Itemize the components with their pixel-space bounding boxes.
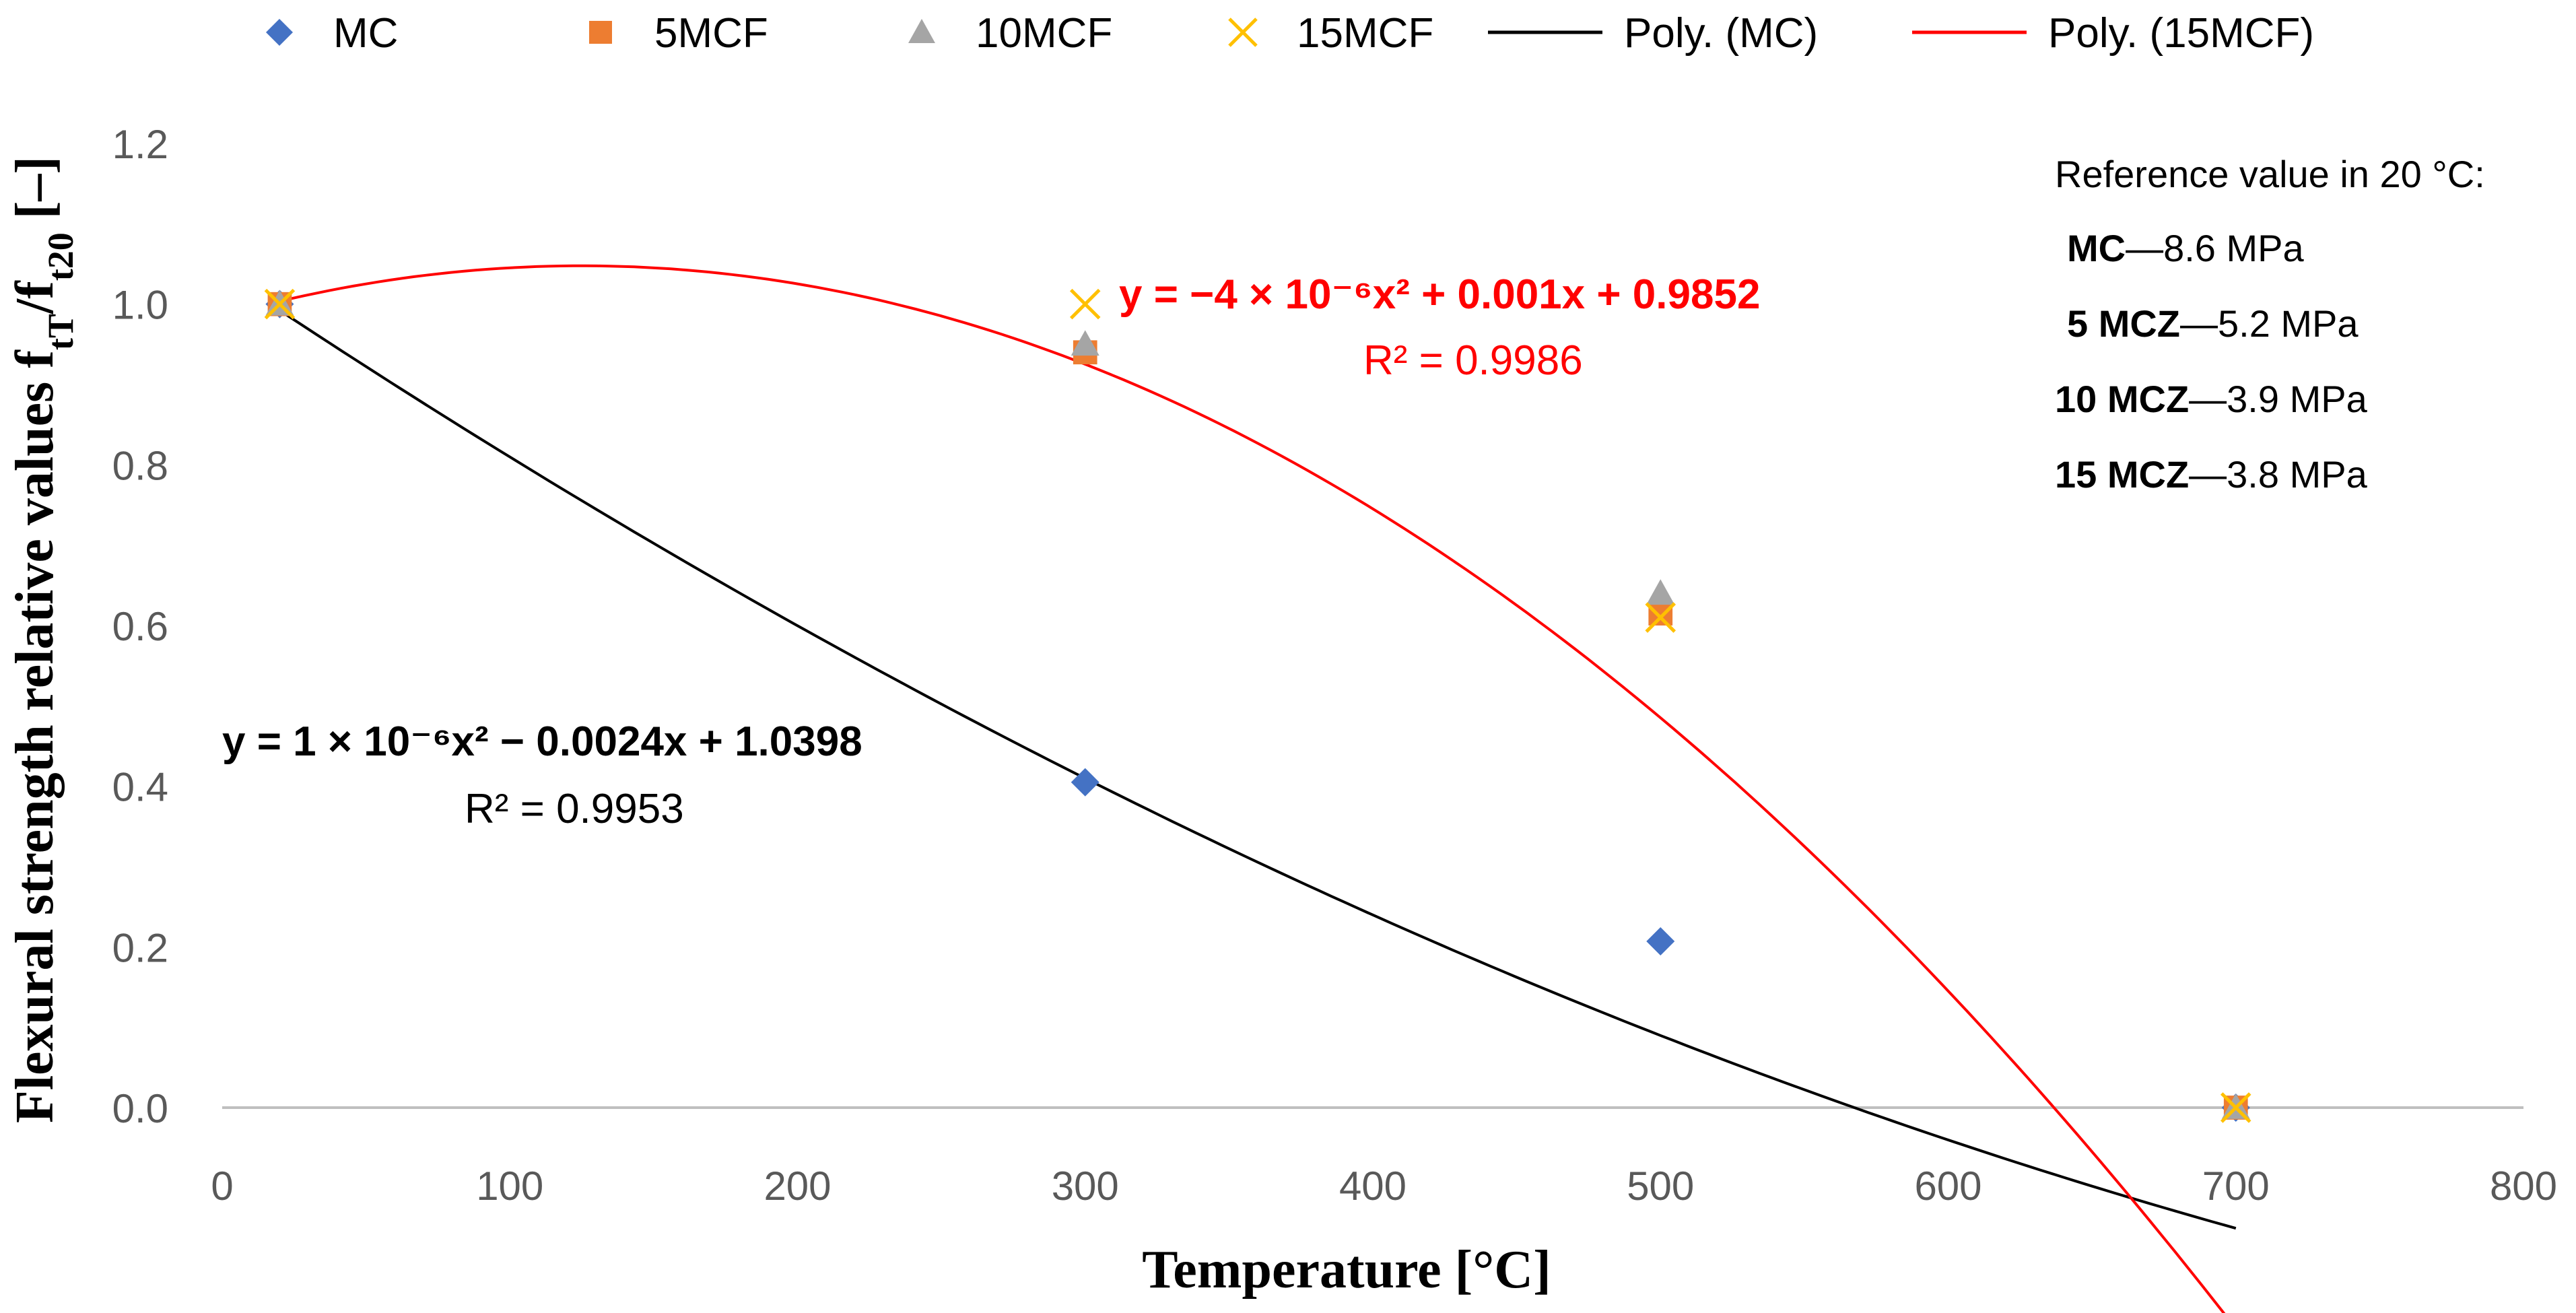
reference-label-5mcz: 5 MCZ <box>2067 302 2180 345</box>
marker-mc <box>1646 927 1675 955</box>
legend-label-poly-mc: Poly. (MC) <box>1624 10 1818 57</box>
y-tick-label: 0.0 <box>112 1086 168 1131</box>
y-tick-label: 0.2 <box>112 925 168 970</box>
legend-item-10mcf: 10MCF <box>908 10 1112 57</box>
reference-heading: Reference value in 20 °C: <box>2055 153 2485 195</box>
x-tick-label: 100 <box>476 1164 543 1209</box>
marker-10mcf <box>1646 579 1675 605</box>
reference-row-10mcz: 10 MCZ—3.9 MPa <box>2055 378 2368 420</box>
legend-label-10mcf: 10MCF <box>976 10 1112 57</box>
x-tick-label: 700 <box>2202 1164 2270 1209</box>
trendline-poly-mc <box>279 309 2237 1230</box>
y-tick-label: 1.0 <box>112 283 168 328</box>
reference-row-mc: MC—8.6 MPa <box>2067 227 2305 269</box>
trendlines <box>279 264 2237 1313</box>
legend-item-poly-15mcf: Poly. (15MCF) <box>1912 10 2314 57</box>
legend-item-mc: MC <box>266 10 398 57</box>
legend-label-poly-15mcf: Poly. (15MCF) <box>2048 10 2314 57</box>
mc-trend-equation: y = 1 × 10⁻⁶x² − 0.0024x + 1.0398 <box>222 718 862 765</box>
marker-5mcf <box>1648 601 1673 626</box>
y-tick-label: 0.4 <box>112 765 168 810</box>
y-tick-label: 1.2 <box>112 122 168 167</box>
y-tick-labels: 0.0 0.2 0.4 0.6 0.8 1.0 1.2 <box>112 122 168 1131</box>
y-tick-label: 0.8 <box>112 443 168 488</box>
x-tick-label: 400 <box>1339 1164 1406 1209</box>
x-tick-label: 300 <box>1052 1164 1119 1209</box>
x-tick-label: 800 <box>2490 1164 2557 1209</box>
reference-row-5mcz: 5 MCZ—5.2 MPa <box>2067 302 2359 345</box>
x-tick-label: 500 <box>1627 1164 1694 1209</box>
legend-label-mc: MC <box>333 10 398 57</box>
legend-marker-5mcf <box>589 21 612 44</box>
x-tick-label: 600 <box>1914 1164 1981 1209</box>
marker-mc <box>1071 768 1099 797</box>
reference-label-15mcz: 15 MCZ <box>2055 453 2189 496</box>
legend-item-poly-mc: Poly. (MC) <box>1488 10 1818 57</box>
legend-marker-10mcf <box>908 19 935 43</box>
15mcf-trend-r2: R² = 0.9986 <box>1363 337 1583 384</box>
legend-label-15mcf: 15MCF <box>1297 10 1433 57</box>
marker-15mcf <box>264 288 296 320</box>
data-markers <box>264 288 2251 1123</box>
legend: MC 5MCF 10MCF 15MCF Poly. (MC) Poly. (15MCF) <box>266 10 2314 57</box>
mc-trend-r2: R² = 0.9953 <box>465 786 684 832</box>
reference-value-15mcz: 3.8 MPa <box>2227 453 2367 496</box>
marker-15mcf <box>1645 602 1676 633</box>
y-axis-title: Flexural strength relative values ftT/ft… <box>5 156 81 1123</box>
plot-area: 0.0 0.2 0.4 0.6 0.8 1.0 1.2 0 100 200 300 400 500 60… <box>112 122 2557 1313</box>
legend-marker-mc <box>266 19 293 46</box>
reference-values-box: Reference value in 20 °C: MC—8.6 MPa 5 M… <box>2055 153 2485 496</box>
reference-value-mc: 8.6 MPa <box>2163 227 2304 269</box>
reference-row-15mcz: 15 MCZ—3.8 MPa <box>2055 453 2368 496</box>
y-tick-label: 0.6 <box>112 604 168 649</box>
x-tick-labels: 0 100 200 300 400 500 600 700 800 <box>211 1164 2557 1209</box>
x-tick-label: 200 <box>764 1164 831 1209</box>
legend-marker-15mcf <box>1228 18 1258 47</box>
legend-item-5mcf: 5MCF <box>589 10 768 57</box>
15mcf-trend-equation: y = −4 × 10⁻⁶x² + 0.001x + 0.9852 <box>1119 271 1760 318</box>
legend-label-5mcf: 5MCF <box>654 10 768 57</box>
reference-label-mc: MC <box>2067 227 2126 269</box>
reference-value-5mcz: 5.2 MPa <box>2218 302 2359 345</box>
reference-value-10mcz: 3.9 MPa <box>2227 378 2367 420</box>
trendline-poly-15mcf <box>279 264 2226 1313</box>
legend-item-15mcf: 15MCF <box>1228 10 1433 57</box>
marker-10mcf <box>1071 330 1099 356</box>
x-tick-label: 0 <box>211 1164 233 1209</box>
marker-15mcf <box>2220 1092 2251 1123</box>
reference-label-10mcz: 10 MCZ <box>2055 378 2189 420</box>
x-axis-title: Temperature [°C] <box>1142 1240 1551 1300</box>
marker-15mcf <box>1069 288 1101 320</box>
